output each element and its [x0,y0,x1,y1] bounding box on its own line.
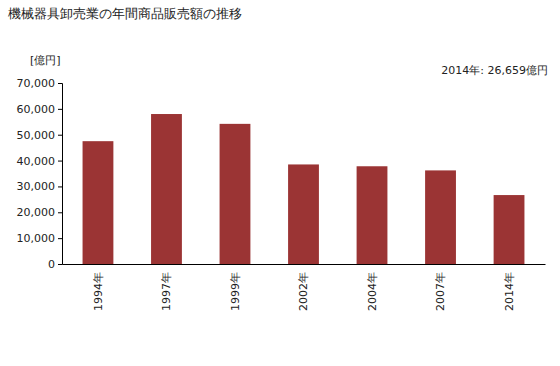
y-tick: 60,000 [17,103,63,116]
y-tick-label: 30,000 [17,180,56,193]
y-tick-mark [58,264,62,265]
x-tick: 1994年 [92,264,105,311]
y-tick: 0 [48,258,62,271]
y-tick-label: 50,000 [17,129,56,142]
bar [494,195,525,264]
y-tick-mark [58,186,62,187]
bar [83,141,114,264]
x-tick: 1999年 [229,264,242,311]
y-tick: 10,000 [17,232,63,245]
x-tick-label: 1994年 [92,272,105,311]
y-tick: 40,000 [17,155,63,168]
x-tick-label: 2007年 [434,272,447,311]
bar [220,124,251,264]
title: 機械器具卸売業の年間商品販売額の推移 [8,6,242,21]
x-tick-label: 2004年 [366,272,379,311]
x-tick: 2004年 [366,264,379,311]
y-tick: 20,000 [17,206,63,219]
plot: 0 10,000 20,000 30,000 40,000 50,000 60,000 70,… [17,77,546,311]
y-axis-line [58,84,63,265]
bars [83,114,525,264]
y-tick-mark [58,109,62,110]
bar [288,164,319,264]
bar [357,166,388,264]
x-tick: 1997年 [160,264,173,311]
y-tick-label: 20,000 [17,206,56,219]
bar [425,170,456,264]
x-tick-label: 2002年 [297,272,310,311]
bar [151,114,182,264]
y-tick: 50,000 [17,129,63,142]
y-tick-label: 40,000 [17,155,56,168]
x-tick: 2014年 [503,264,516,311]
y-tick-label: 60,000 [17,103,56,116]
y-axis: 0 10,000 20,000 30,000 40,000 50,000 60,000 70,… [17,77,63,271]
y-tick-mark [58,212,62,213]
annotation: 2014年: 26,659億円 [441,64,548,77]
x-tick: 2002年 [297,264,310,311]
y-tick-label: 10,000 [17,232,56,245]
x-tick-label: 1999年 [229,272,242,311]
y-tick-label: 70,000 [17,77,56,90]
y-tick-mark [58,83,62,84]
y-tick-mark [58,238,62,239]
y-tick-mark [58,135,62,136]
x-axis-line [63,264,546,265]
y-tick: 30,000 [17,180,63,193]
y-tick: 70,000 [17,77,63,90]
x-tick-label: 2014年 [503,272,516,311]
y-tick-mark [58,161,62,162]
y-axis-label: [億円] [30,54,61,67]
x-tick-label: 1997年 [160,272,173,311]
y-tick-label: 0 [48,258,55,271]
x-tick: 2007年 [434,264,447,311]
x-axis: 1994年 1997年 1999年 2002年 2004年 2007年 2014年 [63,264,546,311]
chart: 機械器具卸売業の年間商品販売額の推移 [億円] 2014年: 26,659億円 0 10… [0,0,560,366]
